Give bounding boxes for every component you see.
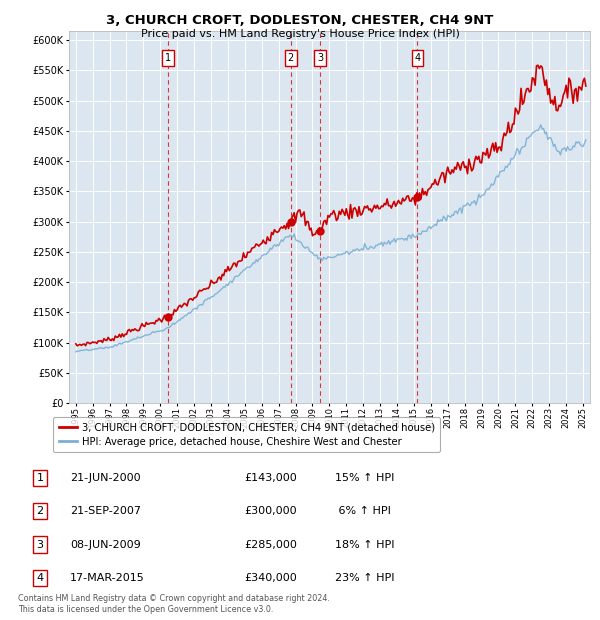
- Text: £143,000: £143,000: [244, 473, 297, 483]
- Text: 3, CHURCH CROFT, DODLESTON, CHESTER, CH4 9NT: 3, CHURCH CROFT, DODLESTON, CHESTER, CH4…: [106, 14, 494, 27]
- Text: £300,000: £300,000: [245, 507, 297, 516]
- Text: 23% ↑ HPI: 23% ↑ HPI: [335, 573, 395, 583]
- Text: 1: 1: [165, 53, 172, 63]
- Text: 08-JUN-2009: 08-JUN-2009: [70, 539, 141, 549]
- Text: 3: 3: [317, 53, 323, 63]
- Text: 21-SEP-2007: 21-SEP-2007: [70, 507, 141, 516]
- Text: 4: 4: [415, 53, 421, 63]
- Text: 2: 2: [288, 53, 294, 63]
- Text: 18% ↑ HPI: 18% ↑ HPI: [335, 539, 395, 549]
- Text: 1: 1: [37, 473, 43, 483]
- Text: 3: 3: [37, 539, 43, 549]
- Text: Contains HM Land Registry data © Crown copyright and database right 2024.
This d: Contains HM Land Registry data © Crown c…: [18, 594, 329, 614]
- Text: 4: 4: [37, 573, 43, 583]
- Text: 17-MAR-2015: 17-MAR-2015: [70, 573, 145, 583]
- Text: Price paid vs. HM Land Registry's House Price Index (HPI): Price paid vs. HM Land Registry's House …: [140, 29, 460, 38]
- Legend: 3, CHURCH CROFT, DODLESTON, CHESTER, CH4 9NT (detached house), HPI: Average pric: 3, CHURCH CROFT, DODLESTON, CHESTER, CH4…: [53, 417, 440, 452]
- Text: 2: 2: [37, 507, 43, 516]
- Text: 15% ↑ HPI: 15% ↑ HPI: [335, 473, 394, 483]
- Text: £340,000: £340,000: [244, 573, 297, 583]
- Text: 6% ↑ HPI: 6% ↑ HPI: [335, 507, 391, 516]
- Text: £285,000: £285,000: [244, 539, 297, 549]
- Text: 21-JUN-2000: 21-JUN-2000: [70, 473, 141, 483]
